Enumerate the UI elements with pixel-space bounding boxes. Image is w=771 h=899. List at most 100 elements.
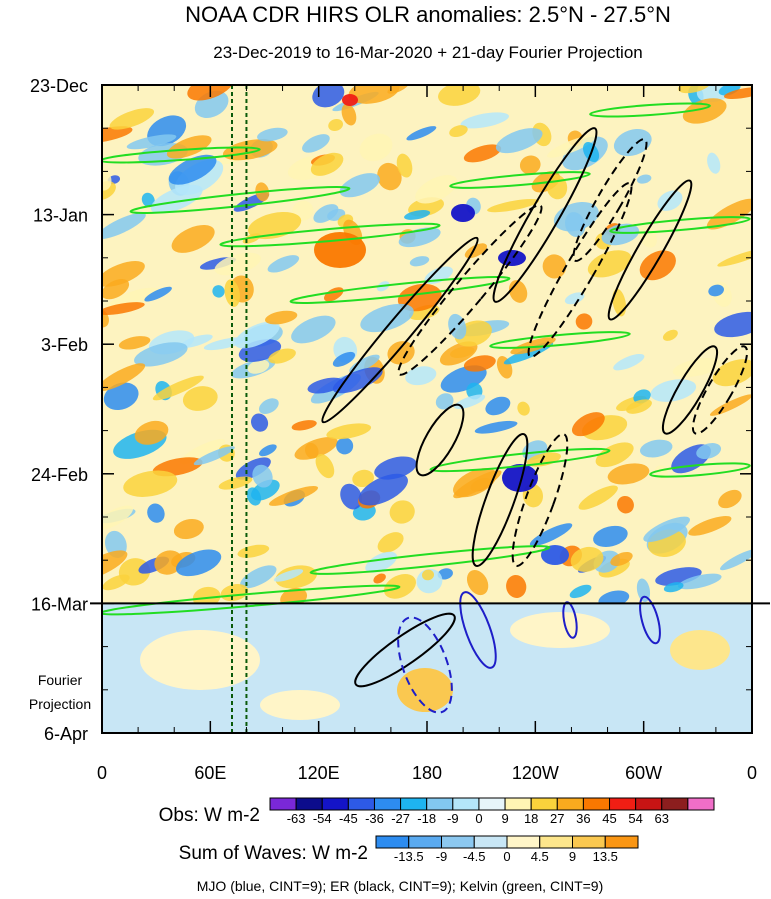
mjo-contour: [562, 601, 578, 639]
anomaly-patch: [176, 549, 222, 577]
anomaly-patch: [291, 420, 317, 431]
er-contour: [661, 345, 719, 435]
anomaly-patch: [358, 473, 408, 506]
anomaly-patch: [717, 248, 752, 267]
colorbar-swatch: [473, 835, 508, 849]
colorbar-swatch: [441, 835, 475, 849]
strong-anomaly-patch: [502, 464, 538, 492]
anomaly-patch: [578, 485, 618, 510]
kelvin-contour: [289, 276, 511, 304]
colorbar-tick-label: -9: [447, 811, 459, 826]
anomaly-patch: [718, 489, 742, 509]
anomaly-patch: [341, 103, 357, 126]
anomaly-patch: [291, 315, 336, 344]
anomaly-patch: [506, 574, 527, 598]
anomaly-patch: [264, 310, 298, 325]
colorbar-swatch: [687, 797, 715, 811]
er-contour: [527, 182, 633, 358]
anomaly-patch: [339, 173, 380, 198]
anomaly-patch: [203, 337, 247, 351]
colorbar-tick-label: -4.5: [463, 849, 485, 864]
anomaly-patch: [487, 198, 540, 213]
er-contour: [572, 138, 648, 262]
anomaly-patch: [374, 456, 417, 480]
colorbar-tick-label: 0: [503, 849, 510, 864]
kelvin-contour: [589, 102, 711, 118]
anomaly-patch: [240, 565, 277, 589]
mjo-contour: [639, 595, 661, 645]
anomaly-patch: [404, 210, 431, 220]
anomaly-patch: [519, 155, 541, 175]
colorbar-swatch: [539, 835, 573, 849]
strong-anomaly-patch: [451, 204, 475, 222]
anomaly-patch: [247, 359, 270, 374]
colorbar-swatch: [609, 797, 637, 811]
colorbar-tick-label: -45: [339, 811, 358, 826]
y-tick-label: 6-Apr: [44, 724, 88, 744]
projection-anomaly-patch: [140, 630, 260, 690]
colorbar-swatch: [452, 797, 480, 811]
colorbar-swatch: [556, 797, 584, 811]
colorbar-swatch: [506, 835, 541, 849]
anomaly-patch: [168, 154, 217, 185]
anomaly-patch: [214, 252, 261, 276]
colorbar-tick-label: 9: [501, 811, 508, 826]
anomaly-patch: [712, 359, 752, 387]
colorbar-swatch: [375, 835, 410, 849]
anomaly-patch: [677, 573, 722, 590]
anomaly-patch: [495, 128, 543, 154]
projection-anomaly-patch: [260, 690, 340, 720]
anomaly-patch: [102, 574, 130, 591]
anomaly-patch: [449, 125, 468, 138]
anomaly-patch: [587, 250, 632, 278]
colorbar-tick-label: -9: [436, 849, 448, 864]
anomaly-patch: [575, 313, 593, 330]
anomaly-patch: [134, 342, 188, 367]
anomaly-patch: [650, 379, 697, 402]
anomaly-patch: [547, 135, 596, 158]
colorbar-swatch: [373, 797, 402, 811]
anomaly-patch: [102, 212, 146, 239]
x-tick-label: 120E: [298, 763, 340, 783]
anomaly-patch: [439, 341, 478, 366]
er-contour: [354, 612, 456, 688]
longitude-markers: [231, 85, 248, 733]
anomaly-patch: [235, 457, 271, 480]
y-tick-label: 16-Mar: [31, 594, 88, 614]
colorbar-tick-label: 63: [655, 811, 669, 826]
colorbar-tick-label: 18: [524, 811, 538, 826]
anomaly-patch: [466, 569, 489, 596]
x-tick-label: 60E: [194, 763, 226, 783]
colorbar-swatch: [269, 797, 297, 811]
anomaly-patch: [723, 87, 752, 99]
anomaly-patch: [595, 442, 634, 468]
anomaly-patch: [352, 469, 374, 488]
anomaly-patch: [152, 375, 204, 401]
projection-label-line1: Fourier: [38, 672, 83, 688]
anomaly-patch: [171, 225, 215, 253]
anomaly-patch: [252, 464, 273, 488]
anomaly-patch: [377, 532, 404, 553]
anomaly-patch: [118, 336, 151, 350]
y-tick-label: 23-Dec: [30, 76, 88, 96]
anomaly-patch: [251, 413, 269, 432]
anomaly-patch: [193, 446, 235, 466]
colorbar-tick-label: -36: [365, 811, 384, 826]
colorbar-swatch: [478, 797, 506, 811]
footer-legend-text: MJO (blue, CINT=9); ER (black, CINT=9); …: [197, 878, 604, 894]
anomaly-patch: [134, 420, 169, 445]
anomaly-patch: [328, 118, 344, 132]
anomaly-patch: [415, 175, 458, 204]
anomaly-patch: [672, 358, 721, 378]
anomaly-patch: [312, 85, 345, 108]
kelvin-contour: [649, 462, 751, 478]
anomaly-patch: [365, 551, 398, 573]
kelvin-contour: [129, 186, 351, 214]
er-contour: [321, 236, 479, 424]
anomaly-patch: [237, 544, 270, 558]
x-tick-label: 0: [97, 763, 107, 783]
y-axis: 23-Dec 13-Jan 3-Feb 24-Feb 16-Mar 6-Apr: [30, 76, 752, 744]
anomaly-patch: [617, 495, 634, 514]
colorbar-swatch: [426, 797, 454, 811]
colorbar-swatch: [408, 835, 442, 849]
